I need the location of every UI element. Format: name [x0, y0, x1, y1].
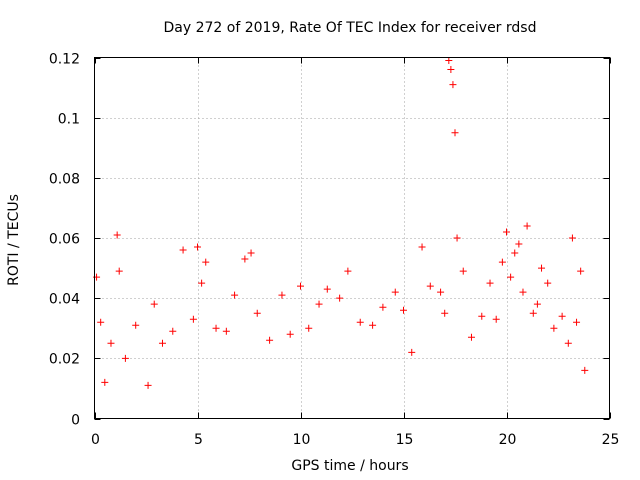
data-point: [408, 348, 416, 356]
data-point: [336, 294, 344, 302]
data-point: [467, 333, 475, 341]
data-point: [305, 324, 313, 332]
data-point: [519, 288, 527, 296]
data-point: [486, 279, 494, 287]
data-point: [241, 255, 249, 263]
data-point: [169, 327, 177, 335]
data-point: [523, 222, 531, 230]
data-point: [231, 291, 239, 299]
data-point: [286, 330, 294, 338]
data-point: [121, 354, 129, 362]
data-point: [212, 324, 220, 332]
data-point: [441, 309, 449, 317]
data-point: [266, 336, 274, 344]
data-point: [426, 282, 434, 290]
data-point: [550, 324, 558, 332]
data-point: [478, 312, 486, 320]
data-point: [115, 267, 123, 275]
data-point: [445, 57, 453, 65]
data-point: [507, 273, 515, 281]
data-point: [158, 339, 166, 347]
x-tick-label: 5: [194, 432, 203, 448]
data-point: [437, 288, 445, 296]
y-tick-label: 0.1: [58, 112, 80, 128]
data-point: [515, 240, 523, 248]
data-point: [356, 318, 364, 326]
data-point: [573, 318, 581, 326]
data-point: [391, 288, 399, 296]
data-point: [453, 234, 461, 242]
data-point: [577, 267, 585, 275]
data-point: [503, 228, 510, 236]
axis-ticks: 0 5 10 15 20 25 0 0.02 0.04 0.06 0.08 0.1 0.12: [49, 52, 620, 449]
x-tick-label: 15: [396, 432, 414, 448]
data-point: [323, 285, 331, 293]
y-tick-label: 0: [71, 413, 80, 429]
data-point: [113, 231, 121, 239]
x-tick-label: 0: [91, 432, 100, 448]
data-point: [581, 366, 589, 374]
data-point: [189, 315, 197, 323]
data-point: [297, 282, 304, 290]
data-point: [144, 381, 152, 389]
data-point: [533, 300, 541, 308]
data-point: [107, 339, 115, 347]
data-point: [558, 312, 566, 320]
data-point: [194, 243, 201, 251]
data-point: [538, 264, 546, 272]
data-point: [379, 303, 387, 311]
data-point: [418, 243, 426, 251]
x-tick-label: 20: [499, 432, 517, 448]
data-point: [400, 306, 407, 314]
data-point: [449, 81, 457, 89]
plot-frame: [94, 57, 610, 419]
data-point: [150, 300, 158, 308]
data-point: [568, 234, 576, 242]
data-point: [101, 378, 109, 386]
data-point: [564, 339, 572, 347]
data-point: [544, 279, 552, 287]
data-point: [369, 321, 377, 329]
data-point: [179, 246, 187, 254]
grid-lines: [94, 57, 610, 419]
y-tick-label: 0.12: [49, 52, 80, 68]
x-tick-label: 10: [293, 432, 311, 448]
data-point: [198, 279, 206, 287]
data-point: [451, 129, 459, 137]
y-tick-label: 0.02: [49, 352, 80, 368]
data-points: [93, 57, 589, 389]
y-tick-label: 0.08: [49, 172, 80, 188]
data-point: [132, 321, 140, 329]
data-point: [202, 258, 210, 266]
chart-title: Day 272 of 2019, Rate Of TEC Index for r…: [164, 20, 537, 36]
y-tick-label: 0.06: [49, 232, 80, 248]
y-axis-label: ROTI / TECUs: [6, 194, 22, 286]
x-axis-label: GPS time / hours: [291, 458, 408, 474]
data-point: [498, 258, 506, 266]
y-tick-label: 0.04: [49, 292, 80, 308]
data-point: [253, 309, 261, 317]
data-point: [344, 267, 352, 275]
data-point: [97, 318, 105, 326]
data-point: [222, 327, 230, 335]
data-point: [511, 249, 519, 257]
data-point: [447, 66, 455, 74]
data-point: [459, 267, 467, 275]
data-point: [529, 309, 537, 317]
data-point: [247, 249, 255, 257]
data-point: [492, 315, 500, 323]
data-point: [278, 291, 286, 299]
data-point: [315, 300, 323, 308]
x-tick-label: 25: [602, 432, 620, 448]
